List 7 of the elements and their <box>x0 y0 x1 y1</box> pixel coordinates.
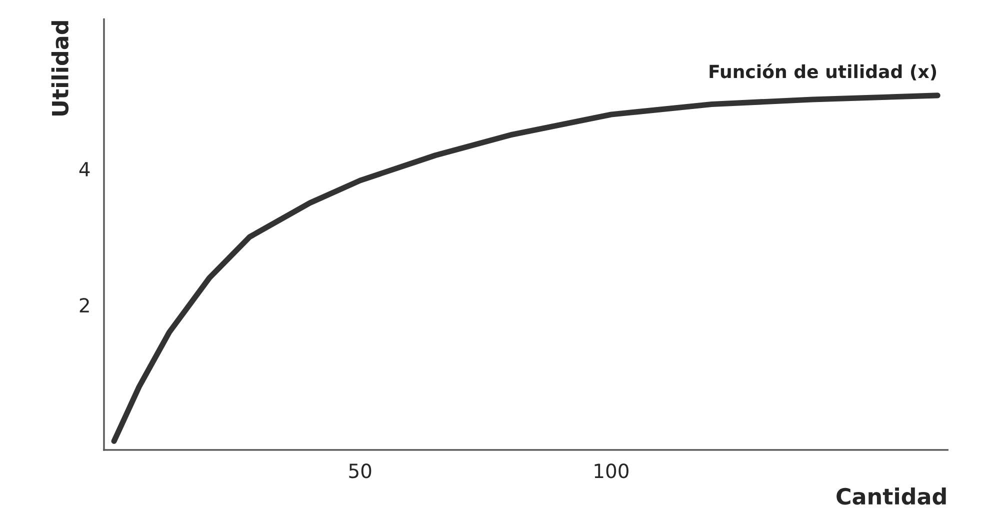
x-axis-title: Cantidad <box>836 488 946 505</box>
y-axis-title: Utilidad <box>51 21 69 116</box>
y-tick-label: 4 <box>79 162 90 176</box>
x-tick-label: 50 <box>349 464 372 478</box>
y-tick-label: 2 <box>80 298 89 312</box>
series-label: Función de utilidad (x) <box>710 64 936 80</box>
x-tick-label: 100 <box>594 464 628 478</box>
